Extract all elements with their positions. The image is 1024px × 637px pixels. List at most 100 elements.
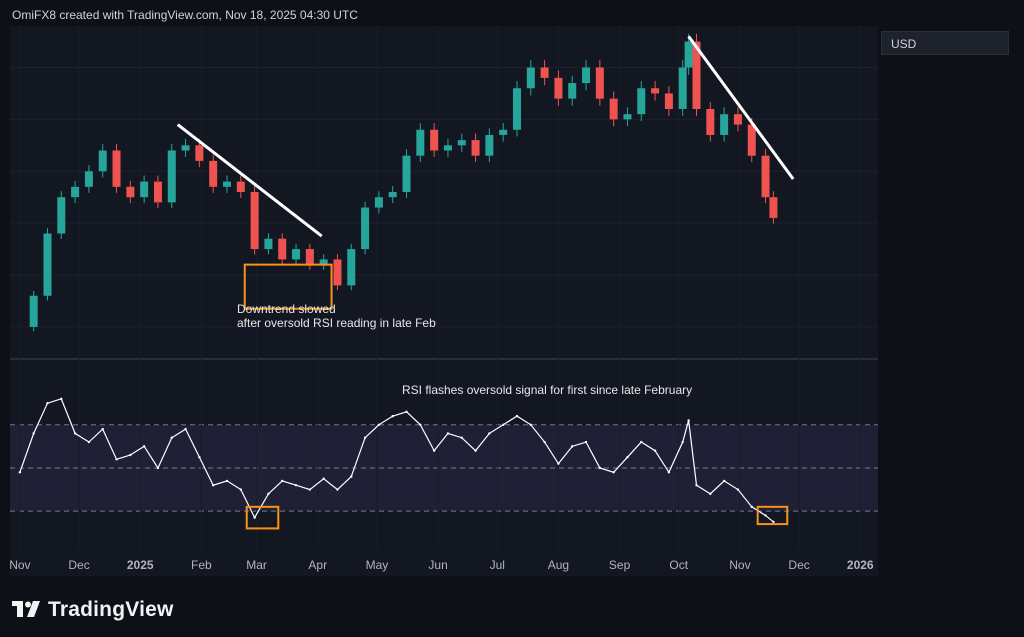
rsi-highlight-box xyxy=(245,505,280,530)
candle-body xyxy=(540,67,549,78)
rsi-point xyxy=(446,432,450,435)
candle-body xyxy=(623,114,632,120)
rsi-point xyxy=(239,488,243,491)
candle-body xyxy=(305,249,314,265)
rsi-point xyxy=(391,414,394,418)
candle-body xyxy=(485,134,494,156)
brand-name: TradingView xyxy=(48,598,174,621)
x-axis-tick-label: Oct xyxy=(669,558,688,572)
rsi-point xyxy=(432,449,436,452)
candle-body xyxy=(678,67,687,109)
rsi-point xyxy=(281,479,284,483)
x-axis-tick-label: Jul xyxy=(490,558,505,572)
rsi-point xyxy=(612,471,615,474)
rsi-point xyxy=(377,423,381,426)
rsi-point xyxy=(736,488,740,491)
rsi-point xyxy=(584,440,588,444)
trendline xyxy=(687,35,795,180)
candle-body xyxy=(706,109,715,135)
tradingview-logo-icon xyxy=(12,601,40,617)
candle-body xyxy=(761,155,770,198)
candle-body xyxy=(209,160,218,187)
candle-body xyxy=(57,197,66,234)
rsi-point xyxy=(772,520,775,524)
rsi-point xyxy=(294,484,298,487)
candle-body xyxy=(416,129,425,156)
candle-body xyxy=(84,171,93,187)
candle-body xyxy=(374,197,383,208)
candle-body xyxy=(388,192,397,198)
candle-body xyxy=(250,192,259,250)
candle-body xyxy=(361,207,370,250)
candle-body xyxy=(319,259,328,265)
candle-body xyxy=(595,67,604,99)
rsi-point xyxy=(267,492,270,496)
rsi-point xyxy=(253,516,256,519)
x-axis-tick-label: 2026 xyxy=(847,558,874,572)
rsi-point xyxy=(543,440,546,444)
rsi-point xyxy=(156,466,160,470)
rsi-point xyxy=(764,514,767,517)
candle-body xyxy=(568,83,577,99)
x-axis-tick-label: Jun xyxy=(428,558,447,572)
candle-body xyxy=(609,98,618,120)
candle-body xyxy=(733,114,742,125)
x-axis-tick-label: May xyxy=(366,558,389,572)
chart-header: OmiFX8 created with TradingView.com, Nov… xyxy=(12,8,358,22)
rsi-point xyxy=(73,432,77,435)
x-axis-tick-label: Dec xyxy=(788,558,809,572)
candle-body xyxy=(720,114,729,135)
candle-body xyxy=(181,145,190,151)
price-highlight-box xyxy=(243,263,333,310)
rsi-point xyxy=(363,436,367,439)
candle-body xyxy=(554,77,563,99)
candle-body xyxy=(236,181,245,192)
price-annotation: Downtrend slowed after oversold RSI read… xyxy=(237,302,436,330)
rsi-point xyxy=(653,449,657,452)
candle-body xyxy=(402,155,411,192)
rsi-point xyxy=(687,419,690,422)
rsi-point xyxy=(709,492,712,496)
rsi-point xyxy=(405,410,408,414)
x-axis-tick-label: Feb xyxy=(191,558,212,572)
rsi-point xyxy=(571,445,574,448)
candle-body xyxy=(333,259,342,286)
rsi-annotation: RSI flashes oversold signal for first si… xyxy=(402,383,693,397)
candle-body xyxy=(29,295,38,327)
candle-body xyxy=(747,124,756,156)
candle-body xyxy=(278,238,287,260)
rsi-point xyxy=(142,445,146,448)
rsi-point xyxy=(350,475,353,478)
currency-selector[interactable]: USD xyxy=(881,31,1009,55)
candle-body xyxy=(443,145,452,151)
candle-body xyxy=(457,140,466,146)
price-annotation-line1: Downtrend slowed xyxy=(237,302,336,316)
candle-body xyxy=(167,150,176,203)
rsi-point xyxy=(32,432,35,435)
rsi-point xyxy=(129,453,132,457)
rsi-point xyxy=(46,401,49,405)
candle-body xyxy=(526,67,535,89)
candle-body xyxy=(637,88,646,115)
candle-body xyxy=(43,233,52,296)
candle-body xyxy=(140,181,149,198)
rsi-point xyxy=(419,423,422,426)
rsi-point xyxy=(211,484,215,487)
candle-body xyxy=(684,41,693,68)
x-axis-tick-label: Aug xyxy=(548,558,569,572)
candle-body xyxy=(692,41,701,109)
rsi-point xyxy=(198,455,201,459)
rsi-point xyxy=(488,432,491,435)
rsi-point xyxy=(681,440,684,444)
candle-body xyxy=(112,150,121,187)
rsi-point xyxy=(87,440,91,444)
rsi-point xyxy=(695,484,698,487)
rsi-point xyxy=(750,505,753,509)
candle-body xyxy=(98,150,107,172)
rsi-point xyxy=(515,414,519,418)
rsi-point xyxy=(101,427,104,431)
rsi-point xyxy=(336,488,339,491)
tradingview-footer: TradingView xyxy=(12,598,174,622)
candle-body xyxy=(292,249,301,260)
candle-body xyxy=(153,181,162,203)
